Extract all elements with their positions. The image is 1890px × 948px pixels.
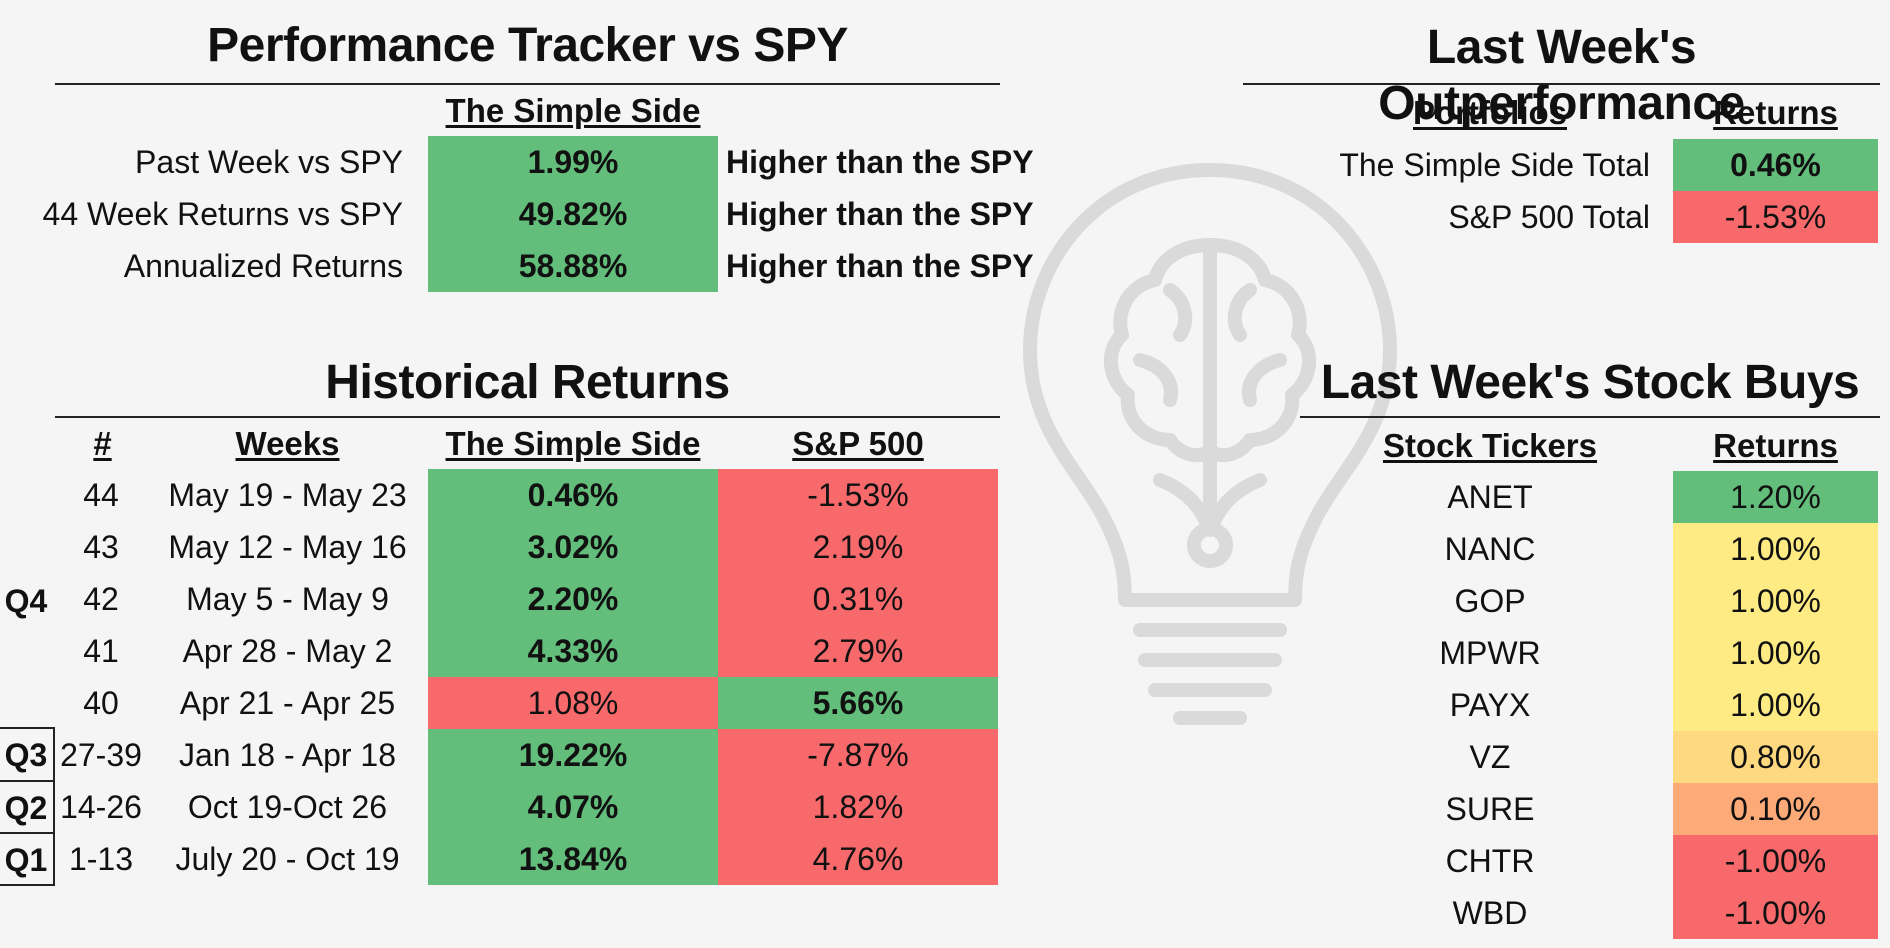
tracker-row-label: Annualized Returns [123,248,403,284]
history-row-weeks: May 12 - May 16 [168,529,407,565]
history-row-simple-side: 4.07% [428,781,718,833]
buys-row-ticker: WBD [1452,895,1528,931]
tracker-row-note: Higher than the SPY [726,196,1034,232]
history-header-weeks: Weeks [235,425,340,462]
outperformance-row-value: -1.53% [1673,191,1878,243]
buys-row-ticker: SURE [1445,791,1535,827]
tracker-row-value: 58.88% [428,240,718,292]
history-row-simple-side: 13.84% [428,833,718,885]
quarter-divider [0,780,55,782]
history-row-weeks: Apr 21 - Apr 25 [179,685,396,721]
history-row-simple-side: 4.33% [428,625,718,677]
buys-rule [1300,416,1880,418]
history-row-num: 44 [83,477,119,513]
tracker-row-value: 49.82% [428,188,718,240]
history-title: Historical Returns [325,356,730,409]
buys-header-tickers: Stock Tickers [1382,427,1598,464]
tracker-row-note: Higher than the SPY [726,144,1034,180]
buys-row-ticker: PAYX [1449,687,1531,723]
quarter-label-q3: Q3 [4,737,48,773]
history-row-weeks: May 19 - May 23 [168,477,407,513]
history-row-weeks: Apr 28 - May 2 [182,633,393,669]
history-row-simple-side: 1.08% [428,677,718,729]
buys-row-ticker: GOP [1454,583,1526,619]
tracker-column-header: The Simple Side [445,92,701,129]
quarter-divider [0,832,55,834]
history-row-num: 1-13 [68,841,134,877]
tracker-rule [55,83,1000,85]
history-row-simple-side: 0.46% [428,469,718,521]
history-row-num: 40 [83,685,119,721]
buys-row-ticker: VZ [1469,739,1511,775]
history-row-sp500: 4.76% [718,833,998,885]
history-header-simple-side: The Simple Side [445,425,701,462]
buys-row-value: 1.20% [1673,471,1878,523]
history-row-num: 27-39 [60,737,142,773]
outperformance-title: Last Week's Outperformance [1378,21,1745,130]
outperformance-header-returns: Returns [1713,94,1838,131]
history-row-sp500: 5.66% [718,677,998,729]
buys-row-value: 1.00% [1673,523,1878,575]
buys-row-value: 1.00% [1673,575,1878,627]
tracker-row-note: Higher than the SPY [726,248,1034,284]
history-row-sp500: 1.82% [718,781,998,833]
tracker-title: Performance Tracker vs SPY [207,19,848,72]
history-row-sp500: 0.31% [718,573,998,625]
buys-row-ticker: CHTR [1445,843,1535,879]
buys-title: Last Week's Stock Buys [1320,356,1860,409]
quarter-divider [0,884,55,886]
history-header-sp500: S&P 500 [792,425,924,462]
history-row-sp500: 2.79% [718,625,998,677]
history-row-num: 42 [83,581,119,617]
lightbulb-brain-icon [1023,163,1397,725]
outperformance-row-label: S&P 500 Total [1448,199,1650,235]
history-header-num: # [93,425,112,462]
quarter-label-q4: Q4 [4,583,48,619]
buys-row-value: 1.00% [1673,627,1878,679]
history-row-num: 14-26 [60,789,142,825]
buys-row-value: 0.10% [1673,783,1878,835]
history-row-sp500: 2.19% [718,521,998,573]
history-row-sp500: -1.53% [718,469,998,521]
buys-row-ticker: MPWR [1439,635,1541,671]
history-row-simple-side: 2.20% [428,573,718,625]
history-row-sp500: -7.87% [718,729,998,781]
quarter-divider [53,727,55,885]
buys-row-ticker: NANC [1444,531,1536,567]
quarter-label-q1: Q1 [4,842,48,878]
history-row-weeks: July 20 - Oct 19 [175,841,400,877]
quarter-divider [0,727,55,729]
quarter-label-q2: Q2 [4,790,48,826]
outperformance-header-portfolios: Portfolios [1413,94,1567,131]
history-row-num: 43 [83,529,119,565]
tracker-row-value: 1.99% [428,136,718,188]
history-row-num: 41 [83,633,119,669]
buys-header-returns: Returns [1713,427,1838,464]
buys-row-ticker: ANET [1447,479,1533,515]
history-row-weeks: Oct 19-Oct 26 [187,789,388,825]
tracker-row-label: Past Week vs SPY [135,144,403,180]
outperformance-row-value: 0.46% [1673,139,1878,191]
buys-row-value: -1.00% [1673,835,1878,887]
tracker-row-label: 44 Week Returns vs SPY [42,196,403,232]
buys-row-value: -1.00% [1673,887,1878,939]
buys-row-value: 1.00% [1673,679,1878,731]
history-row-weeks: Jan 18 - Apr 18 [178,737,397,773]
history-row-weeks: May 5 - May 9 [186,581,389,617]
history-row-simple-side: 3.02% [428,521,718,573]
outperformance-row-label: The Simple Side Total [1339,147,1650,183]
buys-row-value: 0.80% [1673,731,1878,783]
outperformance-rule [1243,83,1880,85]
history-rule [55,416,1000,418]
history-row-simple-side: 19.22% [428,729,718,781]
